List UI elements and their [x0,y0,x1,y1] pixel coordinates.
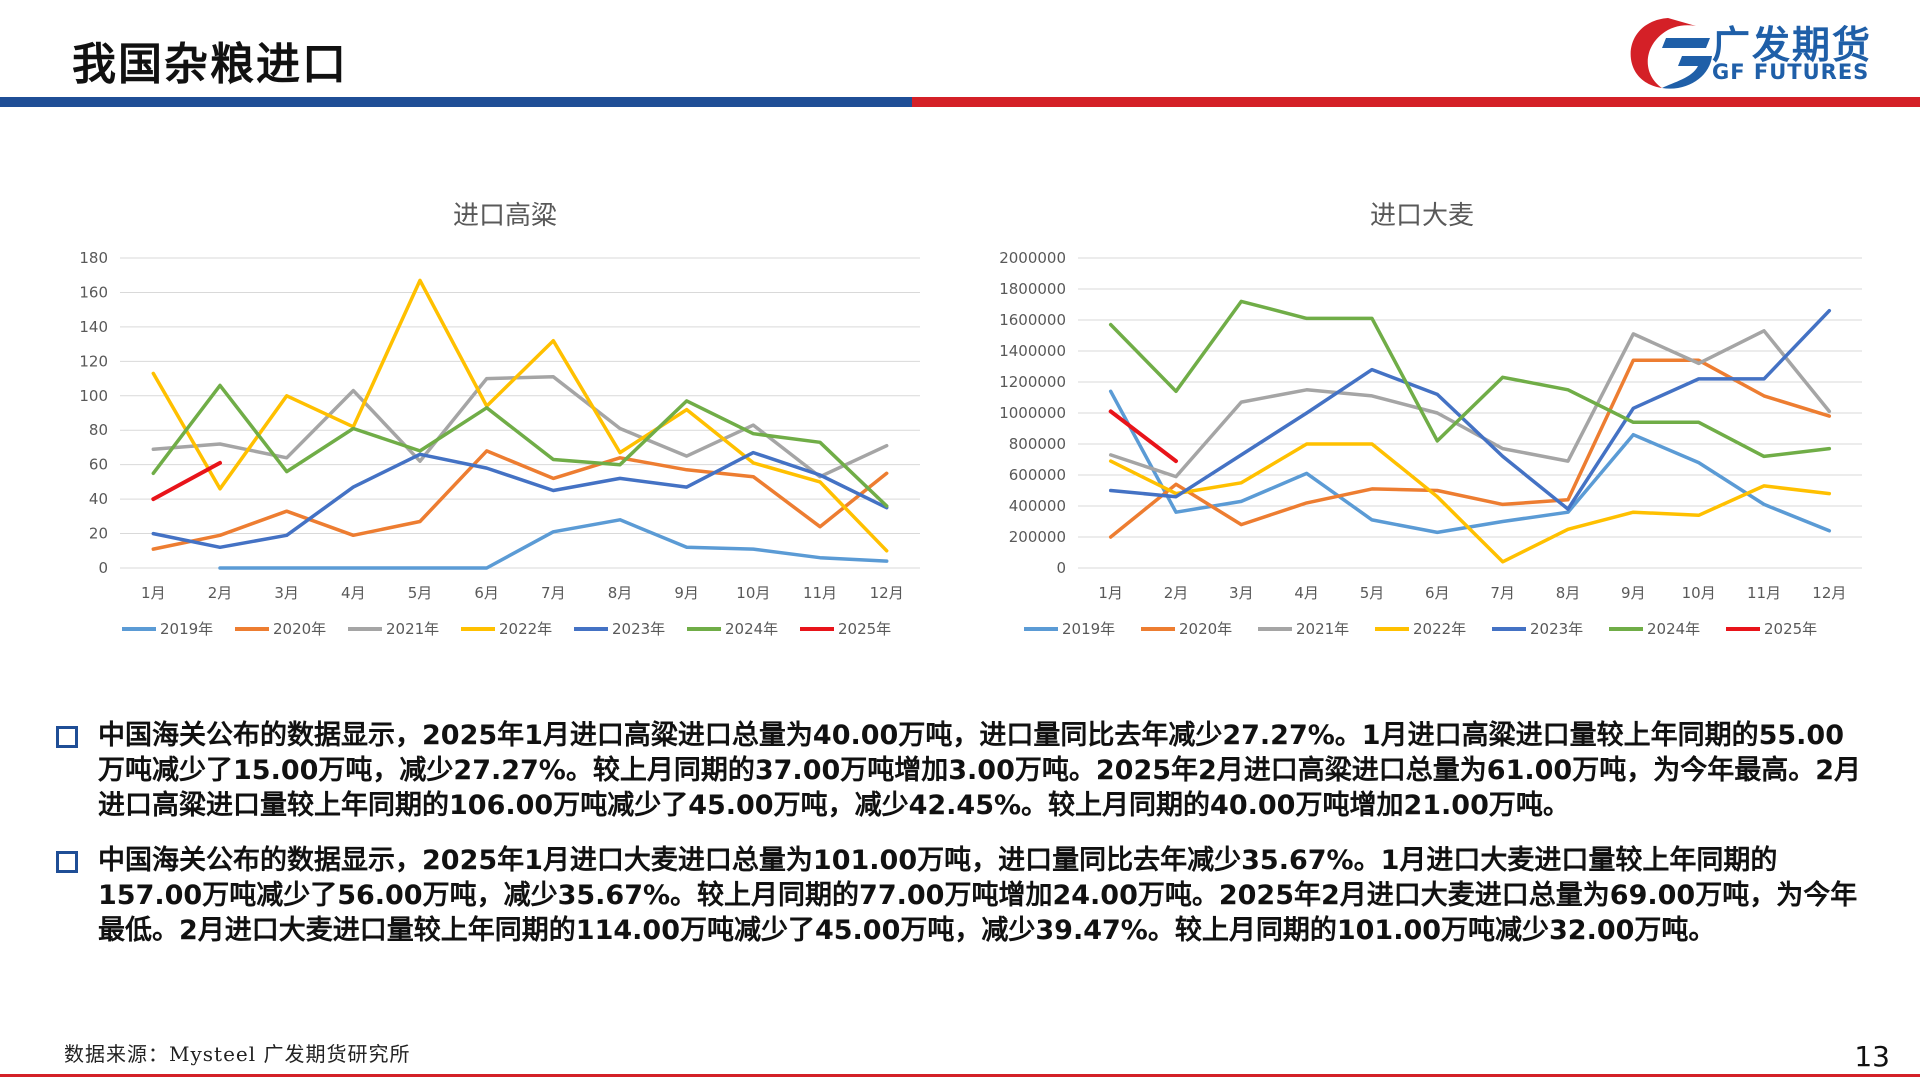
barley-import-chart: 进口大麦 0 200000 400000 600000 800000 1000000 1200… [999,201,1862,638]
y-tick-label: 60 [89,456,108,474]
legend-label: 2024年 [725,620,778,638]
series-line-2025年 [151,460,222,502]
x-tick-label: 4月 [1294,584,1319,602]
header-band-red [912,97,1920,107]
legend-label: 2020年 [273,620,326,638]
series-line-2025年 [1108,409,1178,464]
legend-label: 2025年 [1764,620,1817,638]
series-line-2022年 [151,278,889,553]
x-tick-label: 10月 [736,584,770,602]
chart-title: 进口大麦 [1370,201,1474,231]
legend-label: 2020年 [1179,620,1232,638]
y-tick-label: 40 [89,490,108,508]
x-tick-label: 7月 [541,584,566,602]
x-tick-label: 2月 [1164,584,1189,602]
y-tick-label: 2000000 [999,249,1066,267]
analysis-bullets: 中国海关公布的数据显示，2025年1月进口高粱进口总量为40.00万吨，进口量同… [56,718,1866,968]
x-tick-label: 6月 [1425,584,1450,602]
bullet-text: 中国海关公布的数据显示，2025年1月进口大麦进口总量为101.00万吨，进口量… [98,845,1858,946]
logo-text-cn: 广发期货 [1712,23,1873,67]
series-line-2020年 [1108,358,1832,539]
legend-label: 2022年 [499,620,552,638]
y-tick-label: 80 [89,421,108,439]
legend-label: 2024年 [1647,620,1700,638]
x-tick-label: 12月 [1812,584,1846,602]
x-tick-label: 6月 [474,584,499,602]
series-line-2021年 [1108,329,1832,479]
x-tick-label: 2月 [208,584,233,602]
legend-label: 2023年 [612,620,665,638]
y-tick-label: 120 [79,352,108,370]
page-title: 我国杂粮进口 [72,39,348,90]
x-tick-label: 3月 [1229,584,1254,602]
logo-swoosh-red [1630,18,1696,88]
series-line-2023年 [1108,308,1832,511]
logo-swoosh-blue [1662,56,1712,89]
y-tick-label: 140 [79,318,108,336]
x-tick-label: 5月 [408,584,433,602]
legend-label: 2023年 [1530,620,1583,638]
series-line-2022年 [1108,442,1832,564]
y-tick-label: 0 [1056,559,1066,577]
bullet-square-icon [56,726,78,748]
legend-label: 2019年 [1062,620,1115,638]
bullet-item-barley: 中国海关公布的数据显示，2025年1月进口大麦进口总量为101.00万吨，进口量… [56,843,1866,948]
footer-line [0,1074,1920,1077]
x-tick-label: 5月 [1360,584,1385,602]
data-source: 数据来源：Mysteel 广发期货研究所 [64,1042,411,1066]
x-tick-label: 8月 [1556,584,1581,602]
page-number: 13 [1854,1040,1890,1073]
bullet-item-sorghum: 中国海关公布的数据显示，2025年1月进口高粱进口总量为40.00万吨，进口量同… [56,718,1866,823]
series-line-2019年 [218,518,889,570]
y-tick-label: 20 [89,525,108,543]
x-tick-label: 1月 [141,584,166,602]
y-tick-label: 200000 [1009,528,1066,546]
series-line-2024年 [151,383,889,508]
series-line-2024年 [1108,299,1832,459]
x-tick-label: 11月 [1747,584,1781,602]
logo-text-en: GF FUTURES [1712,60,1870,84]
y-tick-label: 600000 [1009,466,1066,484]
legend-label: 2021年 [386,620,439,638]
y-tick-label: 0 [98,559,108,577]
x-tick-label: 9月 [674,584,699,602]
x-tick-label: 3月 [274,584,299,602]
legend-label: 2019年 [160,620,213,638]
x-tick-label: 8月 [608,584,633,602]
legend-label: 2021年 [1296,620,1349,638]
chart-title: 进口高粱 [453,201,557,231]
y-tick-label: 800000 [1009,435,1066,453]
x-tick-label: 7月 [1490,584,1515,602]
y-tick-label: 1600000 [999,311,1066,329]
x-tick-label: 1月 [1098,584,1123,602]
y-tick-label: 1400000 [999,342,1066,360]
y-tick-label: 400000 [1009,497,1066,515]
bullet-text: 中国海关公布的数据显示，2025年1月进口高粱进口总量为40.00万吨，进口量同… [98,720,1862,821]
sorghum-import-chart: 进口高粱 0 20 40 60 80 100 120 140 160 180 1月 2月 3月 4月 5月 6月… [79,201,920,638]
y-tick-label: 1200000 [999,373,1066,391]
y-tick-label: 160 [79,283,108,301]
y-tick-label: 1000000 [999,404,1066,422]
x-tick-label: 4月 [341,584,366,602]
legend-label: 2025年 [838,620,891,638]
x-tick-label: 10月 [1682,584,1716,602]
gf-logo-mark [1630,18,1712,89]
x-tick-label: 9月 [1621,584,1646,602]
header-band-blue [0,97,912,107]
x-tick-label: 11月 [803,584,837,602]
series-line-2020年 [151,449,889,551]
y-tick-label: 1800000 [999,280,1066,298]
y-tick-label: 180 [79,249,108,267]
bullet-square-icon [56,851,78,873]
legend-label: 2022年 [1413,620,1466,638]
logo-bar-blue [1662,38,1710,48]
series-line-2023年 [151,450,889,550]
y-tick-label: 100 [79,387,108,405]
x-tick-label: 12月 [870,584,904,602]
